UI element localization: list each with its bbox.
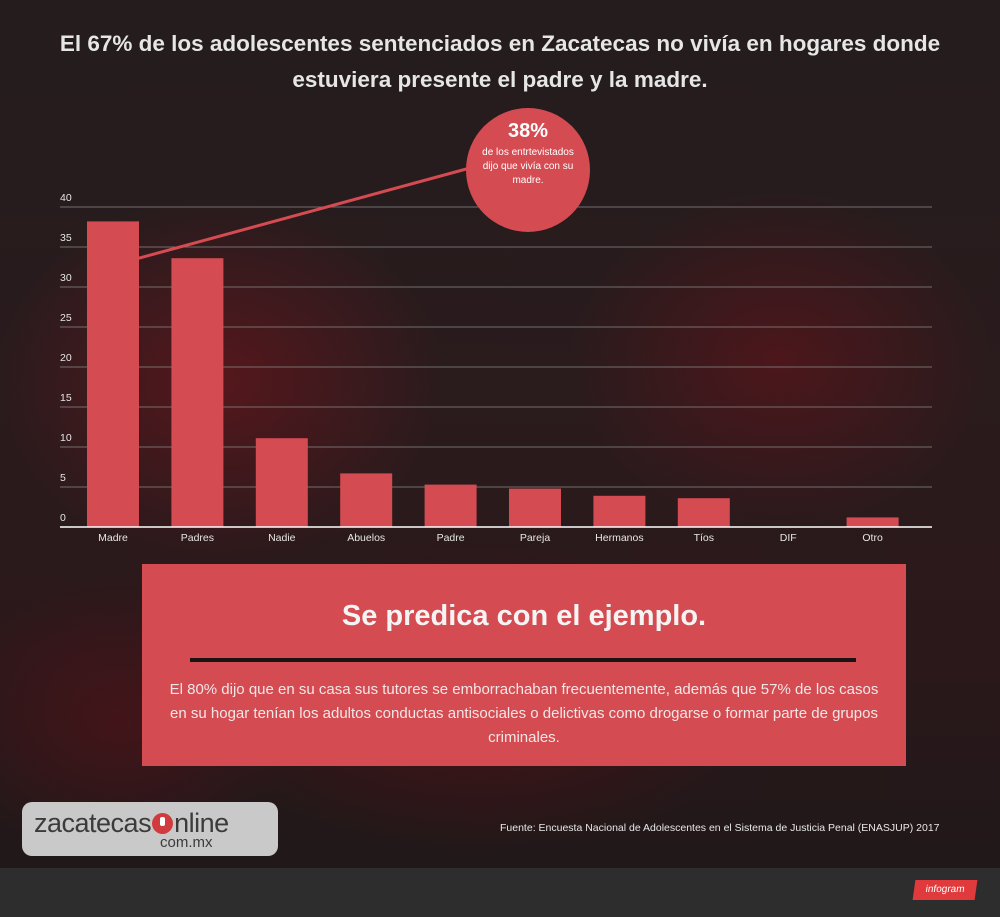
bar: [255, 438, 308, 527]
x-tick-label: Nadie: [268, 532, 296, 544]
y-tick-label: 15: [60, 392, 72, 404]
bar-chart: 0 5 10 15 20 25 30 35 40 Madre Padres Nadie Abuelos P…: [60, 166, 932, 544]
bar: [424, 484, 477, 527]
info-panel: Se predica con el ejemplo. El 80% dijo q…: [142, 564, 906, 766]
callout-connector-line: [126, 166, 471, 263]
panel-body: El 80% dijo que en su casa sus tutores s…: [169, 681, 879, 746]
callout-value: 38%: [507, 120, 549, 142]
y-tick-label: 20: [60, 352, 72, 364]
infogram-badge[interactable]: infogram: [912, 880, 978, 900]
logo-domain: com.mx: [160, 834, 213, 851]
bar: [593, 495, 646, 527]
x-tick-label: Otro: [862, 532, 883, 544]
y-tick-label: 5: [60, 472, 66, 484]
bar: [677, 498, 730, 527]
footer-bar: [0, 868, 1000, 917]
x-tick-label: Tíos: [694, 532, 714, 544]
y-tick-label: 30: [60, 272, 72, 284]
y-tick-label: 10: [60, 432, 72, 444]
y-tick-label: 25: [60, 312, 72, 324]
x-tick-label: Hermanos: [595, 532, 643, 544]
logo-word-a: zacatecas: [34, 808, 152, 838]
x-tick-label: Pareja: [520, 532, 551, 544]
y-tick-label: 35: [60, 232, 72, 244]
bar: [846, 517, 899, 527]
logo-o-icon: [152, 813, 174, 834]
bar: [171, 258, 224, 527]
bar: [509, 488, 561, 527]
x-tick-label: DIF: [780, 532, 797, 544]
y-tick-label: 0: [60, 512, 66, 524]
x-tick-label: Madre: [98, 532, 128, 544]
logo-word-b: nline: [174, 808, 229, 838]
logo-wordmark: zacatecas nline: [34, 808, 229, 838]
page-title: El 67% de los adolescentes sentenciados …: [59, 31, 941, 92]
callout-text: de los entrtevistados dijo que vivía con…: [482, 147, 574, 186]
panel-heading: Se predica con el ejemplo.: [341, 600, 707, 632]
bar: [87, 221, 139, 527]
bar: [340, 473, 393, 527]
panel-divider: [190, 658, 856, 662]
site-logo[interactable]: zacatecas nline com.mx: [22, 802, 278, 856]
x-tick-label: Abuelos: [347, 532, 385, 544]
y-tick-label: 40: [60, 192, 72, 204]
callout-circle: 38% de los entrtevistados dijo que vivía…: [466, 108, 590, 232]
x-tick-label: Padre: [437, 532, 465, 544]
source-note: Fuente: Encuesta Nacional de Adolescente…: [500, 822, 940, 834]
x-tick-label: Padres: [181, 532, 214, 544]
